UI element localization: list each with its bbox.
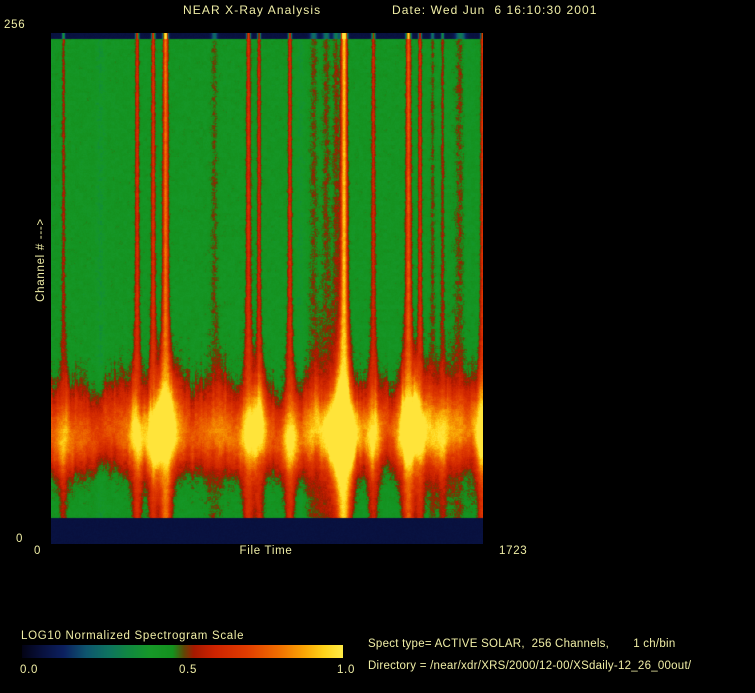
colorbar-tick-max: 1.0 (336, 664, 356, 676)
x-axis-label: File Time (239, 545, 293, 557)
x-axis-max-tick: 1723 (499, 545, 528, 557)
colorbar-tick-mid: 0.5 (178, 664, 198, 676)
colorbar-title: LOG10 Normalized Spectrogram Scale (21, 630, 245, 642)
x-axis-min-tick: 0 (34, 545, 42, 557)
page-title: NEAR X-Ray Analysis (183, 3, 322, 17)
spectrogram-image (51, 33, 483, 544)
directory-line: Directory = /near/xdr/XRS/2000/12-00/XSd… (368, 660, 692, 672)
colorbar-tick-min: 0.0 (20, 664, 39, 676)
colorbar-gradient (22, 645, 343, 658)
y-axis-label: Channel # ---> (35, 218, 47, 302)
y-axis-max-tick: 256 (4, 19, 26, 31)
date-label: Date: Wed Jun 6 16:10:30 2001 (392, 3, 598, 17)
spect-type-line: Spect type= ACTIVE SOLAR, 256 Channels, … (368, 638, 676, 650)
y-axis-min-tick: 0 (16, 533, 24, 545)
